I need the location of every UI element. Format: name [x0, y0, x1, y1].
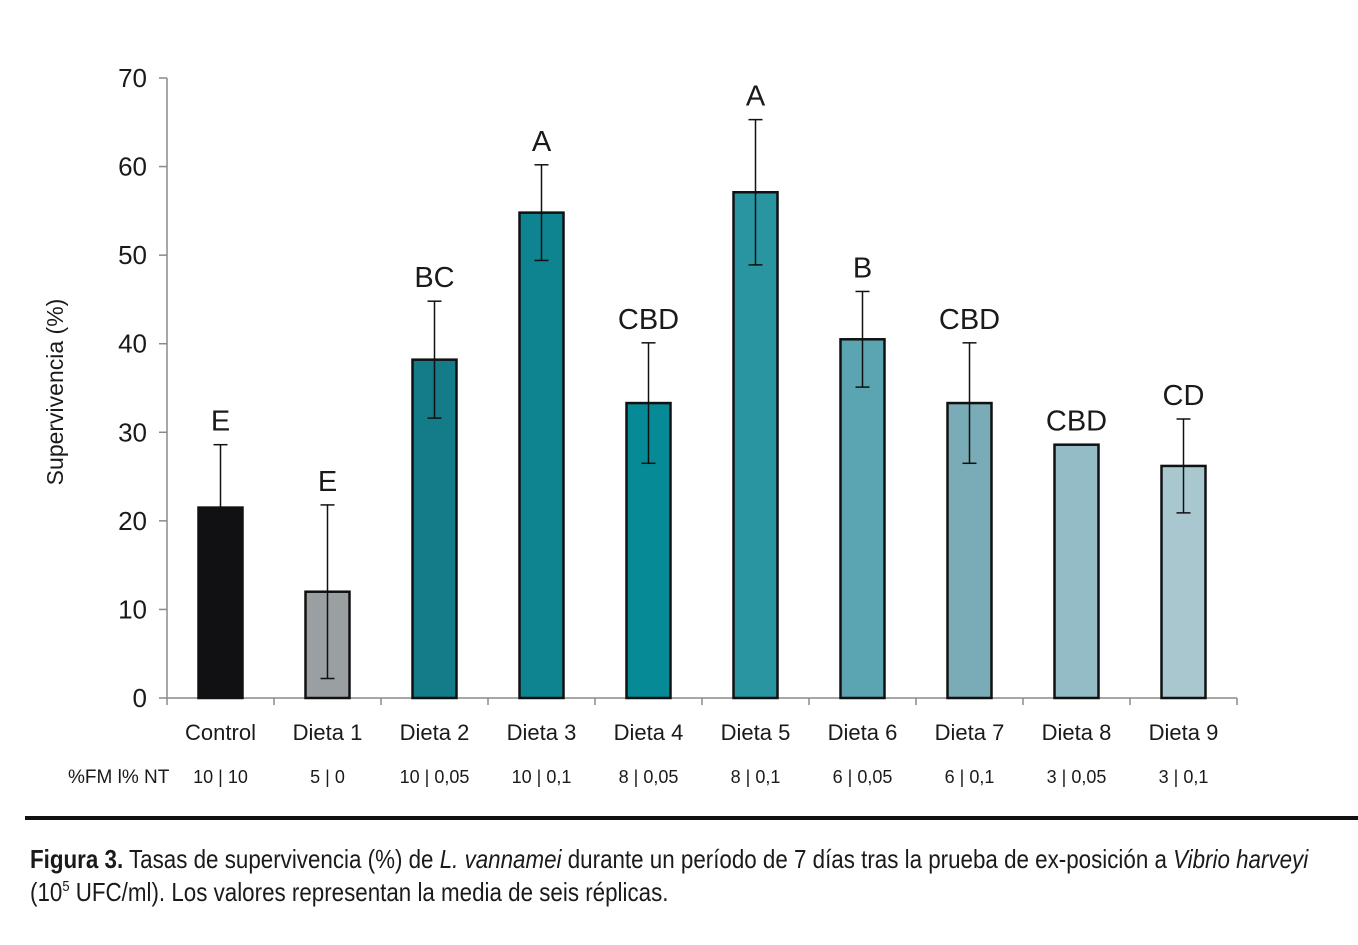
- chart-axes: 0 10 20 30 40 50 60 70 Supervivencia (%): [42, 63, 1238, 713]
- x-tick-label: Dieta 2: [400, 720, 470, 745]
- caption-exponent: 5: [62, 878, 70, 895]
- row-value: 10 | 0,1: [512, 767, 572, 787]
- x-tick-label: Dieta 3: [507, 720, 577, 745]
- x-tick-label: Dieta 1: [293, 720, 363, 745]
- caption-pathogen: Vibrio harveyi: [1173, 844, 1309, 874]
- significance-letter: CBD: [1046, 406, 1107, 438]
- significance-letter: CBD: [939, 304, 1000, 336]
- row-value: 8 | 0,1: [731, 767, 781, 787]
- y-tick-label: 40: [118, 329, 147, 359]
- caption-text-3: (10: [30, 877, 63, 907]
- row-value: 8 | 0,05: [619, 767, 679, 787]
- bar: [732, 191, 779, 700]
- significance-letter: A: [532, 126, 552, 158]
- bar: [839, 338, 886, 700]
- figure-caption: Figura 3. Tasas de supervivencia (%) de …: [30, 843, 1320, 909]
- significance-letter: BC: [414, 262, 454, 294]
- caption-text-2: durante un período de 7 días tras la pru…: [561, 844, 1174, 874]
- significance-letter: CBD: [618, 304, 679, 336]
- y-tick-label: 0: [133, 683, 147, 713]
- row-value: 6 | 0,1: [945, 767, 995, 787]
- significance-letter: E: [318, 466, 337, 498]
- y-tick-label: 30: [118, 417, 147, 447]
- x-tick-label: Dieta 5: [721, 720, 791, 745]
- row-header-label: %FM l% NT: [68, 767, 170, 788]
- x-tick-label: Dieta 9: [1149, 720, 1219, 745]
- y-tick-label: 10: [118, 594, 147, 624]
- caption-divider: [25, 816, 1358, 820]
- row-value: 10 | 10: [193, 767, 248, 787]
- row-value: 3 | 0,1: [1159, 767, 1209, 787]
- caption-text-4: UFC/ml). Los valores representan la medi…: [69, 877, 669, 907]
- survival-bar-chart: 0 10 20 30 40 50 60 70 Supervivencia (%) %FM l% …: [42, 63, 1238, 788]
- bar: [1053, 443, 1100, 700]
- caption-species: L. vannamei: [439, 844, 562, 874]
- x-tick-label: Dieta 4: [614, 720, 684, 745]
- bar: [518, 211, 565, 700]
- x-tick-label: Dieta 7: [935, 720, 1005, 745]
- significance-letter: A: [746, 81, 766, 113]
- caption-figure-label: Figura 3.: [30, 844, 124, 874]
- row-value: 6 | 0,05: [833, 767, 893, 787]
- significance-letter: CD: [1163, 380, 1205, 412]
- caption-text-1: Tasas de supervivencia (%) de: [123, 844, 440, 874]
- y-tick-label: 50: [118, 240, 147, 270]
- y-tick-label: 20: [118, 506, 147, 536]
- x-tick-label: Dieta 6: [828, 720, 898, 745]
- row-value: 3 | 0,05: [1047, 767, 1107, 787]
- y-tick-label: 70: [118, 63, 147, 93]
- significance-letter: E: [211, 406, 230, 438]
- row-value: 5 | 0: [310, 767, 345, 787]
- row-value: 10 | 0,05: [400, 767, 470, 787]
- y-axis-title: Supervivencia (%): [42, 299, 68, 486]
- chart-bars: [197, 118, 1207, 700]
- x-tick-label: Dieta 8: [1042, 720, 1112, 745]
- y-tick-label: 60: [118, 152, 147, 182]
- significance-letter: B: [853, 252, 872, 284]
- x-tick-label: Control: [185, 720, 256, 745]
